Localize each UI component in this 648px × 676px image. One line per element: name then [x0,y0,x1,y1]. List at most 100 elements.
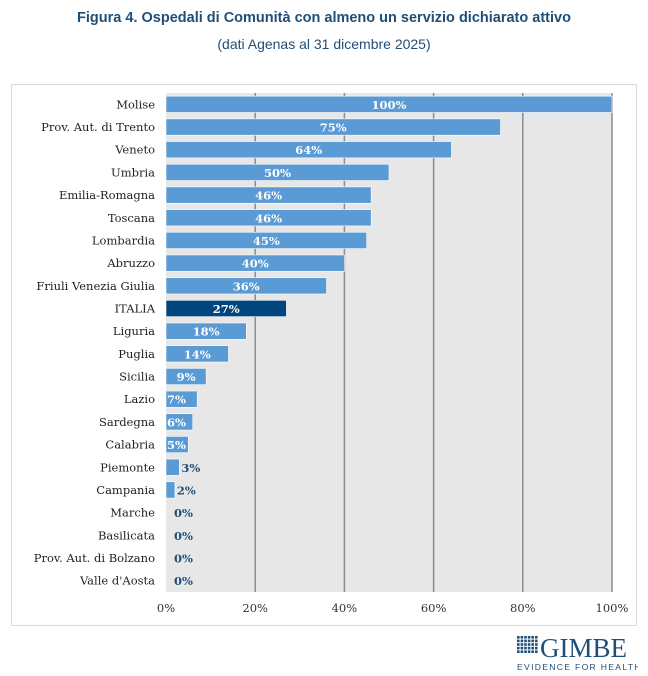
value-label: 36% [233,279,260,293]
value-label: 6% [167,415,186,429]
category-label: Puglia [118,347,155,361]
logo-dot [527,639,531,643]
category-label: Abruzzo [106,256,155,270]
logo-dot [531,650,534,653]
logo-dot [531,639,534,643]
logo-dot [535,636,538,639]
value-label: 0% [174,574,193,588]
x-tick-label: 100% [596,601,629,615]
logo-dot [524,646,527,650]
bar [165,277,327,295]
category-label: Toscana [108,211,155,225]
category-label: Molise [116,97,155,111]
category-label: Umbria [111,165,155,179]
logo-dot [517,646,520,650]
bar [165,390,198,408]
logo-dot [531,646,534,650]
logo-dot [520,636,524,639]
category-label: Sardegna [99,415,155,429]
category-label: Calabria [105,438,155,452]
value-label: 46% [255,189,282,203]
category-label: Basilicata [98,528,155,542]
logo-dot [520,643,524,646]
value-label: 40% [242,257,269,271]
bar [165,481,176,499]
logo-dot [520,639,524,643]
x-tick-label: 0% [157,601,175,615]
bar [165,163,390,181]
logo-dot [527,646,531,650]
x-tick-label: 20% [242,601,268,615]
logo-dot [517,650,520,653]
value-label: 0% [174,506,193,520]
value-label: 5% [167,438,186,452]
bar [165,231,367,249]
logo-name: GIMBE [540,633,627,663]
category-label: Prov. Aut. di Trento [41,120,155,134]
figure-subtitle: (dati Agenas al 31 dicembre 2025) [217,36,431,52]
value-label: 18% [193,325,220,339]
category-label: Sicilia [119,370,155,384]
logo-dot [524,650,527,653]
logo-dot [524,639,527,643]
bar [165,118,501,136]
value-label: 27% [213,302,240,316]
category-label: Piemonte [100,460,155,474]
value-label: 75% [320,121,347,135]
value-label: 2% [177,483,196,497]
x-tick-label: 80% [510,601,536,615]
x-tick-labels: 0% 20% 40% 60% 80% 100% [157,601,629,615]
category-label: Marche [110,506,155,520]
bar [165,345,229,363]
logo-dot [520,646,524,650]
category-label: Lombardia [92,233,155,247]
logo-dot [524,643,527,646]
bar [165,436,189,454]
category-label: Friuli Venezia Giulia [36,279,155,293]
category-label: Emilia-Romagna [59,188,155,202]
category-label: Valle d'Aosta [79,574,155,588]
bar [165,95,613,113]
bar [165,368,207,385]
category-label: ITALIA [115,301,156,315]
value-labels: 100% 75% 64% 50% 46% 46% 45% 40% 36% 27% 18% 14% 9% 7… [167,98,407,588]
bar [165,254,345,272]
category-label: Campania [96,483,155,497]
logo-dot [527,636,531,639]
logo-dot [517,643,520,646]
logo-dot [520,650,524,653]
value-label: 9% [177,370,196,384]
category-label: Lazio [124,392,155,406]
bar [165,458,180,476]
bar [165,209,372,227]
category-label: Prov. Aut. di Bolzano [34,551,155,565]
value-label: 14% [184,347,211,361]
bar-highlight [165,300,287,317]
value-label: 46% [255,211,282,225]
category-labels: Molise Prov. Aut. di Trento Veneto Umbria Em… [34,97,156,587]
bars [165,95,613,499]
gimbe-grid-icon [517,636,538,653]
logo-dot [531,643,534,646]
value-label: 64% [295,143,322,157]
logo-dot [535,646,538,650]
bar [165,413,194,431]
value-label: 0% [174,551,193,565]
logo-dot [535,643,538,646]
logo-dot [527,650,531,653]
x-tick-label: 60% [421,601,447,615]
logo-dot [535,650,538,653]
value-label: 0% [174,529,193,543]
logo-dot [517,636,520,639]
value-label: 3% [181,461,200,475]
bar [165,322,247,340]
logo-dot [535,639,538,643]
category-label: Veneto [114,143,155,157]
value-label: 100% [372,98,407,112]
logo-tagline: EVIDENCE FOR HEALTH [517,662,638,672]
x-tick-label: 40% [332,601,358,615]
logo-dot [517,639,520,643]
bar [165,186,372,204]
value-label: 45% [253,234,280,248]
